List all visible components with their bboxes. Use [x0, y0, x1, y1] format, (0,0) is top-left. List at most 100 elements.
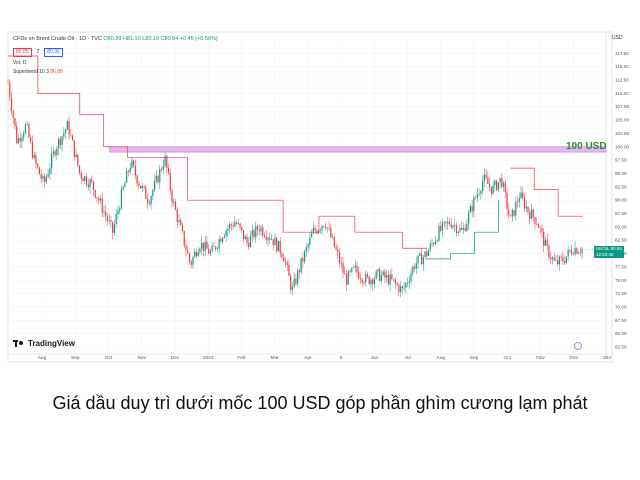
candle-body [263, 235, 266, 237]
candle-body [375, 271, 377, 279]
candle-body [529, 212, 531, 219]
candle-body [475, 197, 477, 199]
supertrend-legend[interactable]: Supertrend 10 3 86.88 [13, 69, 63, 75]
candle-body [440, 225, 442, 231]
candle-body [410, 273, 412, 282]
candle-body [283, 256, 285, 262]
y-tick-label: 102.50 [615, 131, 629, 136]
volume-label[interactable]: Vol, D [13, 60, 27, 66]
candle-body [483, 174, 485, 181]
candle-body [17, 137, 20, 144]
tradingview-logo[interactable]: TradingView [13, 339, 75, 348]
candle-body [206, 241, 208, 249]
chart-title[interactable]: CFDs on Brent Crude Oil · 1D · TVC [13, 36, 102, 42]
candle-body [415, 263, 417, 269]
candle-body [330, 228, 332, 238]
candle-body [468, 212, 470, 224]
candle-body [345, 274, 348, 285]
candle-body [91, 179, 93, 182]
candle-body [567, 249, 569, 257]
candle-body [466, 223, 468, 232]
candle-body [377, 269, 379, 272]
candle-body [192, 257, 194, 265]
resistance-band-rect [109, 146, 607, 153]
candle-body [297, 270, 299, 284]
y-tick-label: 105.00 [615, 118, 629, 123]
candle-body [73, 140, 75, 157]
candle-body [262, 227, 264, 236]
candle-body [63, 133, 65, 137]
candle-body [286, 262, 288, 265]
candle-body [368, 276, 370, 285]
candle-body [527, 206, 529, 213]
candle-body [99, 198, 102, 201]
candle-body [223, 236, 225, 238]
candle-body [342, 263, 344, 274]
y-tick-label: 75.00 [615, 278, 627, 283]
candle-body [541, 228, 543, 232]
candle-body [513, 210, 515, 216]
candle-body [546, 239, 548, 246]
candle-body [319, 229, 321, 231]
candle-body [482, 180, 484, 192]
candle-body [328, 227, 330, 229]
candle-body [272, 239, 274, 246]
candle-body [340, 263, 342, 264]
candle-body [152, 190, 154, 197]
chart-header: CFDs on Brent Crude Oil · 1D · TVC O80.3… [13, 36, 218, 42]
candle-body [534, 217, 536, 224]
y-tick-label: 90.00 [615, 198, 627, 203]
candle-body [146, 198, 149, 204]
sell-button[interactable]: 80.85 [13, 48, 32, 57]
candle-body [539, 227, 541, 229]
candle-body [143, 186, 145, 188]
candle-body [134, 165, 136, 176]
candle-body [181, 225, 184, 232]
candle-body [78, 165, 81, 173]
candle-body [239, 223, 241, 228]
candle-body [515, 201, 517, 216]
candle-body [47, 174, 49, 177]
candle-body [133, 160, 135, 166]
candle-body [386, 275, 388, 278]
y-tick-label: 95.00 [615, 171, 627, 176]
current-price-tag: UKOIL 80.84 12:53:46 [594, 246, 624, 258]
candle-body [169, 172, 171, 191]
candle-body [501, 177, 503, 187]
candle-body [138, 183, 140, 186]
supertrend-up-line [426, 200, 499, 260]
candle-body [174, 201, 177, 210]
currency-label[interactable]: USD [612, 35, 623, 41]
candle-body [16, 126, 18, 144]
candle-body [119, 208, 121, 211]
candle-body [80, 172, 82, 179]
candle-body [438, 225, 440, 241]
candle-body [215, 246, 217, 250]
candle-body [260, 227, 262, 232]
candle-body [56, 148, 58, 156]
chart-grid [8, 32, 612, 362]
candle-body [155, 175, 157, 181]
candle-body [66, 121, 68, 130]
candle-body [52, 151, 54, 154]
candle-body [59, 138, 61, 146]
candle-body [167, 167, 170, 173]
buy-button[interactable]: 80.92 [44, 48, 63, 57]
candle-body [349, 271, 351, 272]
candle-body [462, 228, 465, 230]
candle-body [356, 265, 358, 272]
candle-body [295, 278, 297, 284]
x-tick-label: Aug [38, 355, 47, 361]
candle-body [434, 240, 437, 245]
clock-icon[interactable] [574, 342, 582, 350]
ohlc-values: O80.39 H81.10 L80.19 C80.84 +0.45 (+0.56… [103, 36, 218, 42]
candle-body [359, 278, 362, 280]
candle-body [508, 209, 510, 216]
candle-body [393, 279, 395, 280]
candle-body [187, 250, 189, 254]
candle-body [23, 133, 25, 138]
candle-body [251, 230, 253, 236]
resistance-band [109, 146, 607, 153]
candle-body [358, 271, 360, 279]
candle-body [401, 286, 403, 289]
